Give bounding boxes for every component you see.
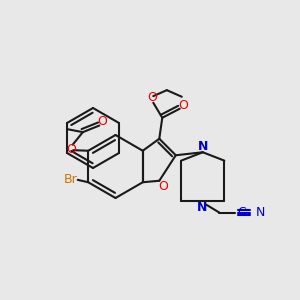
Text: O: O [66,143,76,156]
Text: O: O [147,91,157,104]
Text: Br: Br [64,173,78,186]
Text: C: C [237,206,246,219]
Text: O: O [98,116,107,128]
Text: N: N [255,206,265,219]
Text: N: N [197,201,207,214]
Text: O: O [158,180,168,193]
Text: O: O [178,99,188,112]
Text: N: N [198,140,208,153]
